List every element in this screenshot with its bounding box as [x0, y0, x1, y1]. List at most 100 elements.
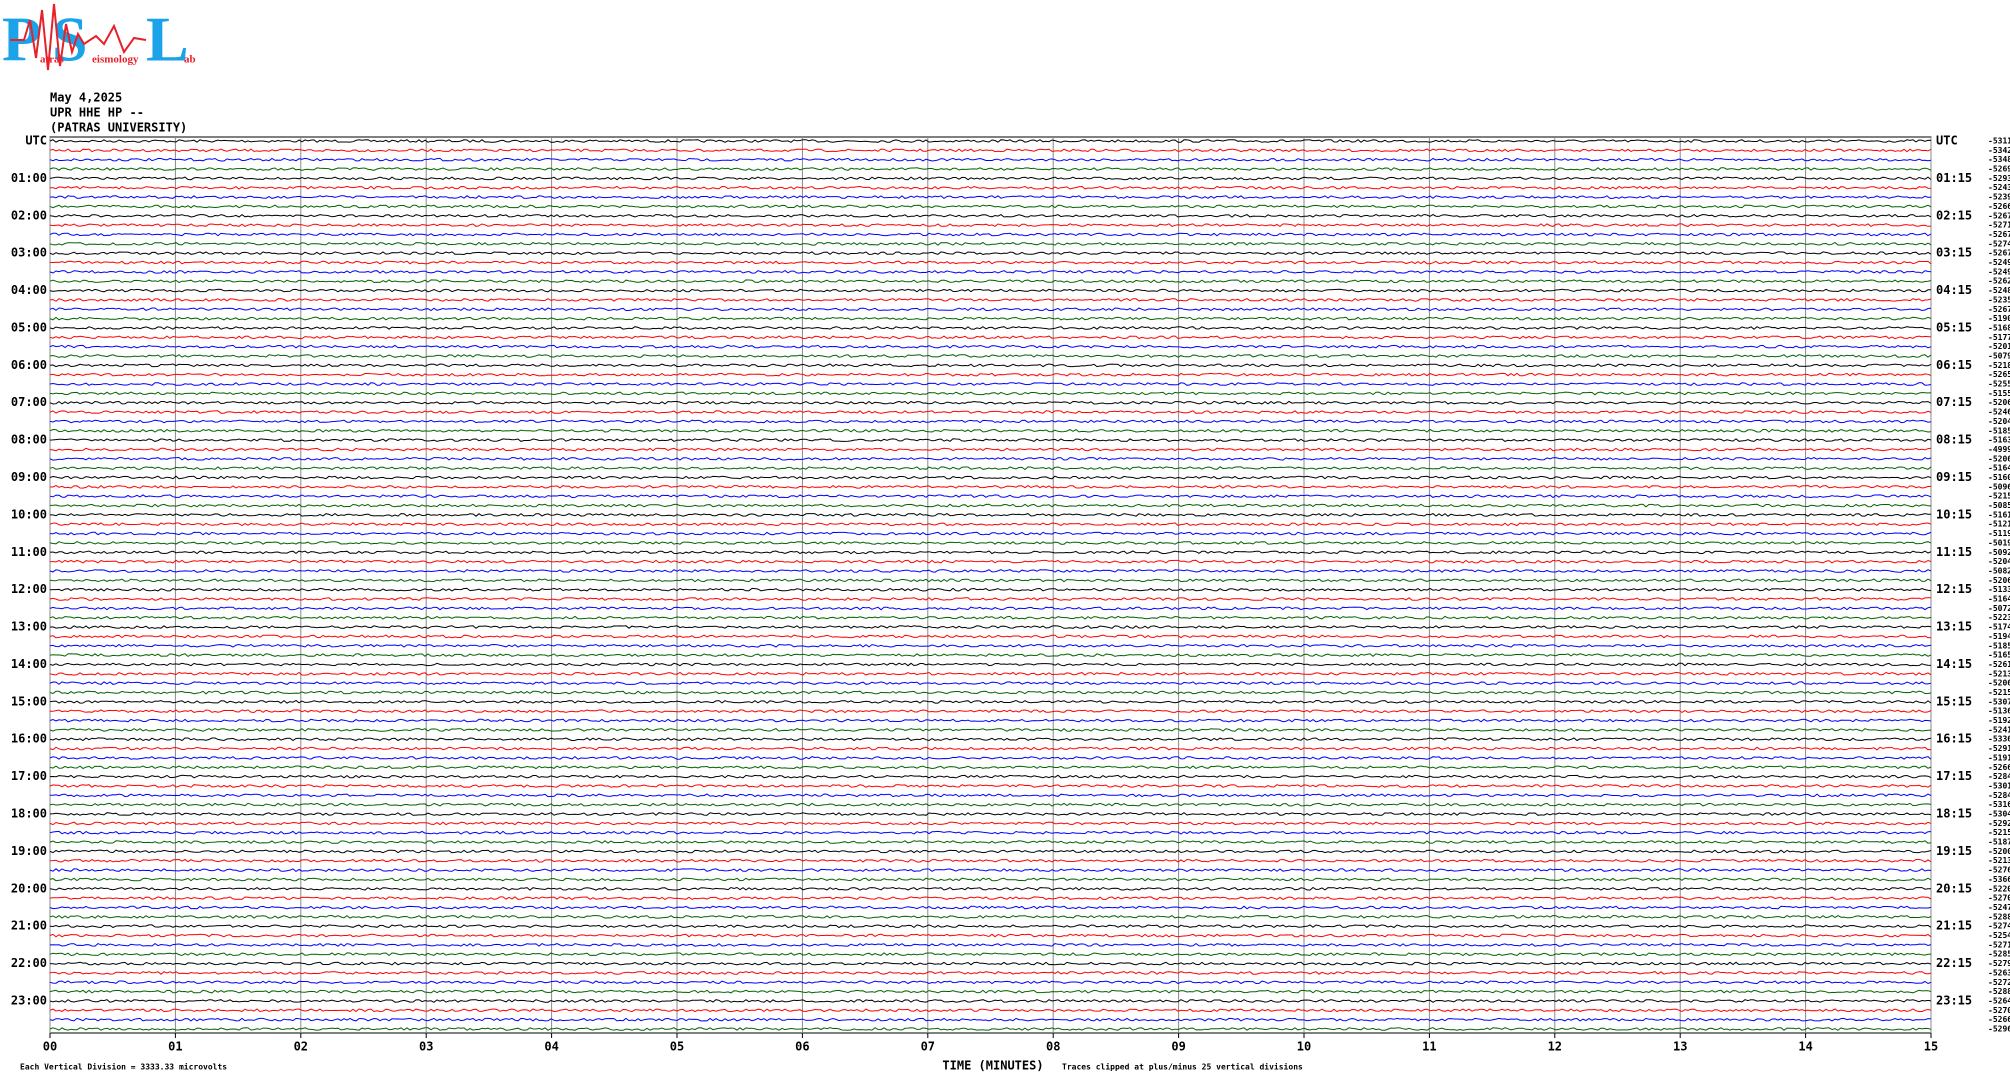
trace-offset-label: -5155 — [1988, 389, 2010, 398]
trace-offset-label: -5119 — [1988, 529, 2010, 538]
trace — [49, 587, 1932, 592]
trace — [49, 690, 1932, 695]
trace-offset-label: -5284 — [1988, 772, 2010, 781]
clip-note: Traces clipped at plus/minus 25 vertical… — [1062, 1062, 1303, 1072]
trace-offset-label: -5204 — [1988, 557, 2010, 566]
trace-offset-label: -5165 — [1988, 651, 2010, 660]
x-tick-label: 13 — [1673, 1040, 1687, 1054]
trace — [49, 148, 1932, 153]
trace — [49, 531, 1932, 536]
hour-label: 17:15 — [1936, 769, 1972, 783]
trace-offset-label: -5215 — [1988, 828, 2010, 837]
trace-offset-label: -5266 — [1988, 1015, 2010, 1024]
trace — [49, 213, 1932, 218]
trace-offset-label: -5092 — [1988, 548, 2010, 557]
trace — [49, 185, 1932, 190]
trace-offset-label: -5206 — [1988, 679, 2010, 688]
trace — [49, 961, 1932, 966]
trace — [49, 812, 1932, 816]
trace-offset-label: -5215 — [1988, 492, 2010, 501]
trace-offset-label: -5177 — [1988, 333, 2010, 342]
hour-label: 03:15 — [1936, 246, 1972, 260]
trace — [49, 354, 1932, 358]
hour-label: 16:00 — [11, 732, 47, 746]
trace — [49, 886, 1931, 891]
trace — [49, 728, 1932, 732]
hour-label: 23:15 — [1936, 993, 1972, 1007]
hour-label: 07:15 — [1936, 395, 1972, 409]
trace-offset-label: -5279 — [1988, 959, 2010, 968]
x-tick-label: 01 — [168, 1040, 182, 1054]
trace — [49, 475, 1932, 480]
hour-label: 18:00 — [11, 807, 47, 821]
hour-label: 03:00 — [11, 246, 47, 260]
trace — [49, 288, 1931, 293]
trace — [49, 980, 1932, 985]
trace — [49, 382, 1932, 386]
trace-offset-label: -5262 — [1988, 277, 2010, 286]
logo-small: ab — [184, 54, 196, 66]
trace-offset-label: -5160 — [1988, 473, 2010, 482]
trace — [49, 578, 1932, 583]
trace — [49, 765, 1932, 770]
logo: P S L atras eismology ab — [2, 4, 196, 75]
x-tick-label: 04 — [544, 1040, 558, 1054]
trace-offset-label: -4999 — [1988, 445, 2010, 454]
trace-offset-label: -5304 — [1988, 810, 2010, 819]
trace-offset-label: -5264 — [1988, 996, 2010, 1005]
trace-offset-label: -5267 — [1988, 249, 2010, 258]
hour-label: 10:00 — [11, 507, 47, 521]
trace-offset-label: -5218 — [1988, 361, 2010, 370]
x-tick-label: 06 — [795, 1040, 809, 1054]
hour-label: UTC — [25, 134, 47, 148]
trace — [49, 251, 1932, 256]
trace-offset-label: -5316 — [1988, 800, 2010, 809]
trace — [49, 625, 1932, 629]
trace — [50, 793, 1932, 798]
trace — [49, 597, 1931, 601]
hour-label: 11:00 — [11, 545, 47, 559]
scale-note: Each Vertical Division = 3333.33 microvo… — [20, 1062, 227, 1072]
hour-label: 14:00 — [11, 657, 47, 671]
trace-offset-label: -5288 — [1988, 912, 2010, 921]
hour-label: 16:15 — [1936, 732, 1972, 746]
trace-offset-label: -5191 — [1988, 753, 2010, 762]
trace — [49, 1017, 1932, 1022]
hour-label: 13:00 — [11, 620, 47, 634]
hour-label: 11:15 — [1936, 545, 1972, 559]
institution: (PATRAS UNIVERSITY) — [50, 121, 187, 135]
x-axis-label: TIME (MINUTES) — [942, 1059, 1043, 1073]
trace — [49, 307, 1932, 312]
x-tick-label: 05 — [670, 1040, 684, 1054]
trace-offset-label: -5271 — [1988, 940, 2010, 949]
trace-offset-label: -5204 — [1988, 417, 2010, 426]
trace-offset-label: -5263 — [1988, 968, 2010, 977]
trace — [49, 316, 1932, 321]
hour-label: 04:15 — [1936, 283, 1972, 297]
logo-small: atras — [40, 54, 65, 66]
trace-offset-label: -5239 — [1988, 193, 2010, 202]
trace — [49, 372, 1932, 377]
x-tick-label: 03 — [419, 1040, 433, 1054]
hour-label: 22:15 — [1936, 956, 1972, 970]
trace-offset-label: -5164 — [1988, 464, 2010, 473]
trace — [49, 419, 1932, 424]
trace — [49, 615, 1932, 620]
hour-label: 15:00 — [11, 694, 47, 708]
trace-offset-label: -5269 — [1988, 165, 2010, 174]
x-tick-label: 08 — [1046, 1040, 1060, 1054]
trace-offset-label: -5243 — [1988, 183, 2010, 192]
hour-label: 14:15 — [1936, 657, 1972, 671]
hour-label: 21:00 — [11, 919, 47, 933]
trace — [49, 1027, 1932, 1031]
trace-offset-label: -5174 — [1988, 623, 2010, 632]
hour-label: 20:00 — [11, 881, 47, 895]
trace-offset-label: -5213 — [1988, 856, 2010, 865]
trace — [49, 297, 1932, 302]
trace — [49, 933, 1932, 938]
trace — [49, 344, 1932, 349]
hour-label: UTC — [1936, 134, 1958, 148]
logo-small: eismology — [92, 54, 139, 66]
trace-offset-label: -5206 — [1988, 398, 2010, 407]
trace-offset-label: -5133 — [1988, 585, 2010, 594]
